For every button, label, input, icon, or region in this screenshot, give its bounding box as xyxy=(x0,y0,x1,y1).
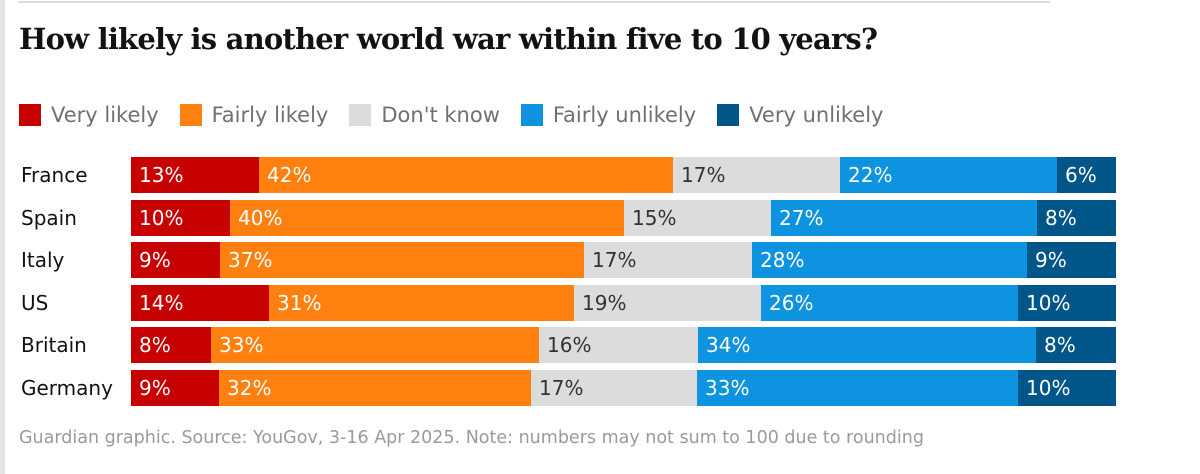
legend-item-very-unlikely: Very unlikely xyxy=(717,103,883,127)
bar-segment-france-don-t-know: 17% xyxy=(673,157,840,193)
data-label: 16% xyxy=(547,333,592,357)
left-border xyxy=(0,0,5,474)
data-label: 40% xyxy=(238,206,283,230)
bar-segment-spain-don-t-know: 15% xyxy=(624,200,771,236)
data-label: 34% xyxy=(706,333,751,357)
bar-segment-france-very-likely: 13% xyxy=(131,157,259,193)
data-label: 28% xyxy=(760,248,805,272)
data-label: 33% xyxy=(705,376,750,400)
data-label: 17% xyxy=(539,376,584,400)
chart-title: How likely is another world war within f… xyxy=(19,22,878,56)
data-label: 9% xyxy=(1035,248,1067,272)
bar-segment-spain-very-unlikely: 8% xyxy=(1037,200,1116,236)
data-label: 17% xyxy=(681,163,726,187)
bar-segment-france-very-unlikely: 6% xyxy=(1057,157,1116,193)
bar-segment-france-fairly-unlikely: 22% xyxy=(840,157,1057,193)
data-label: 9% xyxy=(139,376,171,400)
legend-item-fairly-unlikely: Fairly unlikely xyxy=(520,103,697,127)
bar-segment-us-very-likely: 14% xyxy=(131,285,269,321)
legend-swatch xyxy=(179,104,202,126)
category-label: US xyxy=(21,291,49,315)
category-label: Germany xyxy=(21,376,113,400)
bar-segment-spain-very-likely: 10% xyxy=(131,200,230,236)
legend-item-fairly-likely: Fairly likely xyxy=(179,103,329,127)
bar-segment-us-don-t-know: 19% xyxy=(574,285,761,321)
top-rule xyxy=(18,1,1050,3)
data-label: 8% xyxy=(139,333,171,357)
data-label: 8% xyxy=(1044,333,1076,357)
category-label: Britain xyxy=(21,333,87,357)
legend-swatch xyxy=(349,104,372,126)
bar-segment-britain-fairly-likely: 33% xyxy=(211,327,539,363)
data-label: 8% xyxy=(1045,206,1077,230)
category-label: Spain xyxy=(21,206,77,230)
data-label: 42% xyxy=(267,163,312,187)
bar-segment-britain-don-t-know: 16% xyxy=(539,327,698,363)
legend-item-don-t-know: Don't know xyxy=(349,103,500,127)
data-label: 6% xyxy=(1065,163,1097,187)
bar-segment-spain-fairly-likely: 40% xyxy=(230,200,624,236)
bar-segment-germany-fairly-likely: 32% xyxy=(219,370,531,406)
bar-segment-germany-don-t-know: 17% xyxy=(531,370,697,406)
bar-segment-italy-fairly-unlikely: 28% xyxy=(752,242,1027,278)
data-label: 10% xyxy=(1026,376,1071,400)
data-label: 26% xyxy=(769,291,814,315)
data-label: 37% xyxy=(228,248,273,272)
data-label: 33% xyxy=(219,333,264,357)
legend-label: Very likely xyxy=(51,103,159,127)
legend-swatch xyxy=(19,104,41,126)
data-label: 32% xyxy=(227,376,272,400)
legend-swatch xyxy=(520,104,543,126)
data-label: 17% xyxy=(592,248,637,272)
bar-segment-italy-very-unlikely: 9% xyxy=(1027,242,1116,278)
bar-segment-italy-very-likely: 9% xyxy=(131,242,220,278)
bar-segment-germany-fairly-unlikely: 33% xyxy=(697,370,1018,406)
category-label: Italy xyxy=(21,248,65,272)
data-label: 19% xyxy=(582,291,627,315)
data-label: 31% xyxy=(277,291,322,315)
legend-label: Fairly likely xyxy=(211,103,329,127)
data-label: 27% xyxy=(779,206,824,230)
legend-item-very-likely: Very likely xyxy=(19,103,159,127)
bar-segment-us-very-unlikely: 10% xyxy=(1018,285,1116,321)
bar-segment-britain-very-unlikely: 8% xyxy=(1036,327,1116,363)
bar-segment-germany-very-unlikely: 10% xyxy=(1018,370,1116,406)
data-label: 10% xyxy=(139,206,184,230)
category-label: France xyxy=(21,163,88,187)
legend-label: Don't know xyxy=(381,103,500,127)
legend-swatch xyxy=(717,104,740,126)
data-label: 14% xyxy=(139,291,184,315)
legend: Very likely Fairly likely Don't know Fairly… xyxy=(19,101,904,129)
bar-segment-italy-fairly-likely: 37% xyxy=(220,242,584,278)
bar-segment-britain-very-likely: 8% xyxy=(131,327,211,363)
bar-segment-germany-very-likely: 9% xyxy=(131,370,219,406)
bar-segment-us-fairly-likely: 31% xyxy=(269,285,574,321)
source-note: Guardian graphic. Source: YouGov, 3-16 A… xyxy=(19,428,924,448)
bar-segment-us-fairly-unlikely: 26% xyxy=(761,285,1018,321)
data-label: 15% xyxy=(632,206,677,230)
legend-label: Very unlikely xyxy=(749,103,884,127)
legend-label: Fairly unlikely xyxy=(552,103,697,127)
bar-segment-spain-fairly-unlikely: 27% xyxy=(771,200,1037,236)
data-label: 9% xyxy=(139,248,171,272)
bar-segment-britain-fairly-unlikely: 34% xyxy=(698,327,1036,363)
bar-segment-italy-don-t-know: 17% xyxy=(584,242,752,278)
data-label: 10% xyxy=(1026,291,1071,315)
data-label: 22% xyxy=(848,163,893,187)
bar-segment-france-fairly-likely: 42% xyxy=(259,157,673,193)
data-label: 13% xyxy=(139,163,184,187)
